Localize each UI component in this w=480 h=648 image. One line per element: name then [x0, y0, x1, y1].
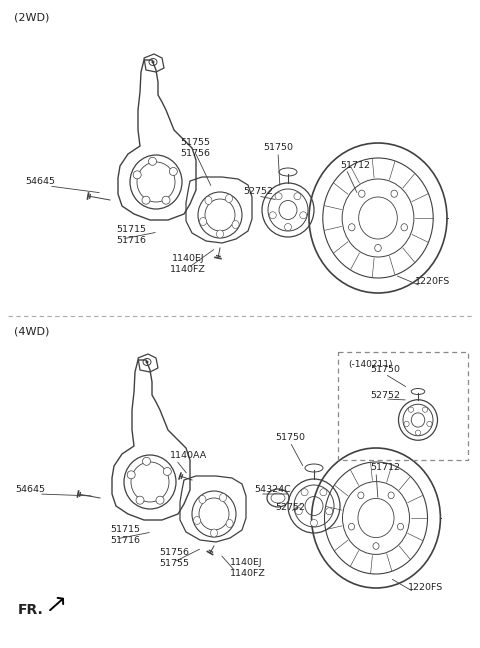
Ellipse shape	[219, 494, 227, 502]
Ellipse shape	[348, 524, 355, 530]
Text: 54645: 54645	[25, 178, 55, 187]
Ellipse shape	[269, 212, 276, 219]
Text: 51712: 51712	[340, 161, 370, 170]
Ellipse shape	[294, 192, 301, 200]
Text: 1220FS: 1220FS	[408, 583, 443, 592]
Ellipse shape	[143, 457, 151, 465]
Ellipse shape	[200, 218, 206, 226]
Ellipse shape	[199, 496, 206, 503]
Ellipse shape	[311, 520, 317, 526]
Ellipse shape	[216, 230, 224, 238]
Ellipse shape	[422, 407, 428, 412]
Ellipse shape	[193, 516, 201, 524]
Text: 1140EJ
1140FZ: 1140EJ 1140FZ	[230, 558, 266, 578]
Text: 51750: 51750	[275, 434, 305, 443]
Ellipse shape	[285, 224, 291, 231]
Ellipse shape	[404, 421, 409, 426]
Text: FR.: FR.	[18, 603, 44, 617]
Text: 52752: 52752	[275, 503, 305, 513]
Ellipse shape	[401, 224, 408, 231]
Ellipse shape	[211, 529, 217, 537]
Ellipse shape	[127, 471, 135, 479]
Ellipse shape	[320, 489, 327, 496]
Ellipse shape	[375, 244, 381, 251]
Ellipse shape	[373, 542, 379, 550]
Text: 51750: 51750	[370, 365, 400, 375]
Ellipse shape	[275, 192, 282, 200]
Ellipse shape	[427, 421, 432, 426]
Ellipse shape	[397, 524, 404, 530]
Ellipse shape	[295, 508, 302, 515]
Text: 1220FS: 1220FS	[415, 277, 450, 286]
Text: 51750: 51750	[263, 143, 293, 152]
Ellipse shape	[358, 492, 364, 499]
Text: 52752: 52752	[370, 391, 400, 400]
Text: 52752: 52752	[243, 187, 273, 196]
Text: (4WD): (4WD)	[14, 326, 49, 336]
Ellipse shape	[136, 496, 144, 504]
Ellipse shape	[169, 167, 177, 176]
Text: 51715
51716: 51715 51716	[110, 525, 140, 545]
Text: 51755
51756: 51755 51756	[180, 138, 210, 158]
Text: 54324C: 54324C	[254, 485, 291, 494]
Text: 1140EJ
1140FZ: 1140EJ 1140FZ	[170, 254, 206, 274]
Ellipse shape	[301, 489, 308, 496]
Ellipse shape	[300, 212, 307, 219]
Ellipse shape	[133, 171, 141, 179]
Ellipse shape	[145, 360, 148, 364]
Ellipse shape	[348, 224, 355, 231]
Text: 51712: 51712	[370, 463, 400, 472]
Text: 51756
51755: 51756 51755	[159, 548, 189, 568]
Text: 1140AA: 1140AA	[170, 452, 207, 461]
Ellipse shape	[142, 196, 150, 204]
Ellipse shape	[408, 407, 414, 412]
Ellipse shape	[226, 520, 233, 527]
Text: 51715
51716: 51715 51716	[116, 225, 146, 245]
Ellipse shape	[232, 220, 239, 229]
Text: 54645: 54645	[15, 485, 45, 494]
Ellipse shape	[156, 496, 164, 504]
Ellipse shape	[359, 190, 365, 197]
Ellipse shape	[148, 157, 156, 165]
Ellipse shape	[415, 430, 420, 435]
Ellipse shape	[152, 60, 155, 64]
Text: (-140211): (-140211)	[348, 360, 393, 369]
Ellipse shape	[162, 196, 170, 204]
Ellipse shape	[391, 190, 397, 197]
Ellipse shape	[326, 508, 333, 515]
Text: (2WD): (2WD)	[14, 12, 49, 22]
Ellipse shape	[388, 492, 394, 499]
Ellipse shape	[226, 194, 232, 203]
Ellipse shape	[163, 467, 171, 476]
Ellipse shape	[205, 196, 212, 205]
